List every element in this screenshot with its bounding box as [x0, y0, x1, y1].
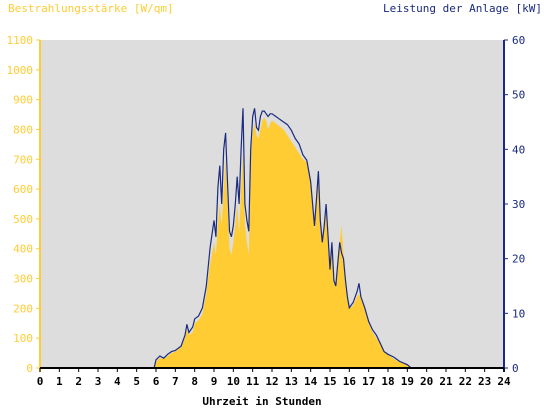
left-y-tick-label: 1000 — [7, 64, 34, 77]
right-y-tick-label: 10 — [512, 307, 525, 320]
right-y-tick-label: 60 — [512, 34, 525, 47]
x-tick-label: 13 — [285, 375, 298, 388]
x-tick-label: 12 — [265, 375, 278, 388]
right-axis-title: Leistung der Anlage [kW] — [383, 2, 542, 15]
left-axis-title: Bestrahlungsstärke [W/qm] — [8, 2, 174, 15]
left-y-tick-label: 500 — [13, 213, 33, 226]
left-y-tick-label: 0 — [26, 362, 33, 375]
x-tick-label: 8 — [191, 375, 198, 388]
x-tick-label: 24 — [497, 375, 511, 388]
axes-layer: 0100200300400500600700800900100011000102… — [7, 34, 526, 388]
left-y-tick-label: 900 — [13, 94, 33, 107]
x-tick-label: 19 — [401, 375, 414, 388]
x-tick-label: 0 — [37, 375, 44, 388]
right-y-tick-label: 50 — [512, 89, 525, 102]
x-tick-label: 15 — [323, 375, 336, 388]
x-tick-label: 14 — [304, 375, 318, 388]
x-tick-label: 20 — [420, 375, 433, 388]
x-tick-label: 22 — [459, 375, 472, 388]
x-tick-label: 16 — [343, 375, 357, 388]
x-tick-label: 11 — [246, 375, 260, 388]
right-y-tick-label: 40 — [512, 143, 525, 156]
left-y-tick-label: 400 — [13, 243, 33, 256]
x-tick-label: 10 — [227, 375, 240, 388]
x-tick-label: 3 — [95, 375, 102, 388]
left-y-tick-label: 600 — [13, 183, 33, 196]
left-y-tick-label: 800 — [13, 123, 33, 136]
left-y-tick-label: 700 — [13, 153, 33, 166]
left-y-tick-label: 1100 — [7, 34, 34, 47]
x-tick-label: 7 — [172, 375, 179, 388]
series-layer — [40, 108, 504, 369]
x-tick-label: 21 — [439, 375, 453, 388]
left-y-tick-label: 300 — [13, 273, 33, 286]
x-tick-label: 18 — [381, 375, 394, 388]
x-tick-label: 5 — [133, 375, 140, 388]
right-y-tick-label: 20 — [512, 253, 525, 266]
x-tick-label: 1 — [56, 375, 63, 388]
x-axis-label: Uhrzeit in Stunden — [202, 395, 321, 408]
x-tick-label: 4 — [114, 375, 121, 388]
power-line — [40, 108, 504, 369]
right-y-tick-label: 0 — [512, 362, 519, 375]
x-tick-label: 17 — [362, 375, 375, 388]
x-tick-label: 2 — [75, 375, 82, 388]
x-tick-label: 6 — [153, 375, 160, 388]
left-y-tick-label: 100 — [13, 332, 33, 345]
left-y-tick-label: 200 — [13, 302, 33, 315]
right-y-tick-label: 30 — [512, 198, 525, 211]
x-tick-label: 23 — [478, 375, 491, 388]
irradiance-area — [40, 117, 504, 368]
x-tick-label: 9 — [211, 375, 218, 388]
